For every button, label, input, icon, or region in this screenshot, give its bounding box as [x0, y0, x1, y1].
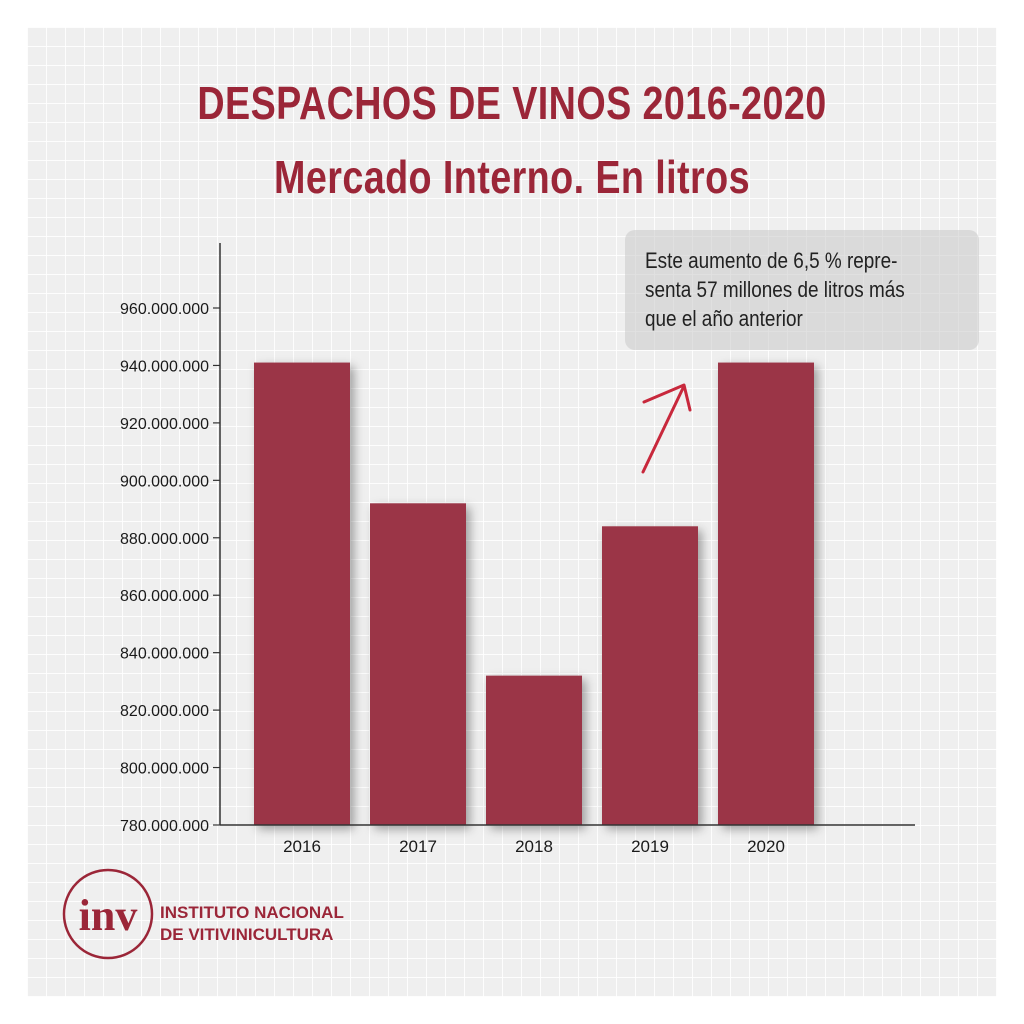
- annotation-line-1: Este aumento de 6,5 % repre-: [645, 248, 898, 273]
- logo-mark: inv: [79, 891, 138, 940]
- institution-name-line-2: DE VITIVINICULTURA: [160, 925, 334, 944]
- y-tick-label: 900.000.000: [120, 473, 209, 490]
- chart-card: [27, 27, 997, 997]
- arrow-shaft: [641, 384, 686, 474]
- x-tick-label-2018: 2018: [515, 837, 553, 856]
- y-tick-label: 880.000.000: [120, 531, 209, 548]
- y-tick-label: 820.000.000: [120, 703, 209, 720]
- y-tick-label: 940.000.000: [120, 358, 209, 375]
- institution-name: INSTITUTO NACIONAL DE VITIVINICULTURA: [160, 902, 344, 946]
- chart-title: DESPACHOS DE VINOS 2016-2020: [197, 77, 827, 129]
- y-tick-label: 780.000.000: [120, 818, 209, 835]
- bar-2017: [370, 503, 466, 825]
- bar-2016: [254, 362, 350, 825]
- bar-2020: [718, 362, 814, 825]
- y-tick-label: 960.000.000: [120, 301, 209, 318]
- bar-2018: [486, 675, 582, 825]
- chart-subtitle: Mercado Interno. En litros: [274, 151, 750, 203]
- bar-2019: [602, 526, 698, 825]
- y-tick-label: 920.000.000: [120, 416, 209, 433]
- annotation-line-3: que el año anterior: [645, 306, 803, 331]
- y-tick-label: 800.000.000: [120, 761, 209, 778]
- x-tick-label-2016: 2016: [283, 837, 321, 856]
- annotation-box: Este aumento de 6,5 % repre- senta 57 mi…: [625, 230, 979, 350]
- inv-logo-icon: inv: [62, 868, 154, 960]
- y-tick-label: 840.000.000: [120, 646, 209, 663]
- annotation-line-2: senta 57 millones de litros más: [645, 277, 905, 302]
- institution-name-line-1: INSTITUTO NACIONAL: [160, 903, 344, 922]
- x-tick-label-2020: 2020: [747, 837, 785, 856]
- y-tick-label: 860.000.000: [120, 588, 209, 605]
- x-tick-label-2017: 2017: [399, 837, 437, 856]
- x-tick-label-2019: 2019: [631, 837, 669, 856]
- arrow-head: [642, 383, 692, 412]
